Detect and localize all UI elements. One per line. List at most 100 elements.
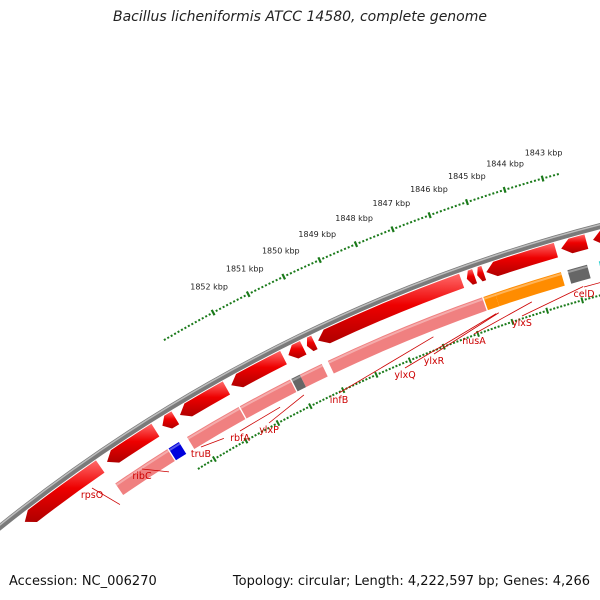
ruler-tick: [358, 381, 362, 384]
ruler-tick: [247, 437, 251, 441]
ruler-tick: [243, 294, 247, 298]
ruler-tick: [292, 413, 296, 416]
ruler-tick: [238, 442, 241, 446]
ruler-tick: [166, 336, 170, 340]
gene-feature-highlight: [567, 265, 588, 274]
ruler-tick: [522, 182, 525, 186]
ruler-tick: [573, 301, 577, 304]
ruler-tick: [493, 326, 497, 330]
cds-arrow: [179, 381, 231, 417]
ruler-tick: [580, 297, 585, 304]
ruler-tick: [281, 273, 286, 280]
ruler-tick: [325, 396, 329, 400]
outer-ruler: [163, 173, 560, 342]
ruler-tick: [305, 406, 309, 410]
ruler-tick: [222, 452, 226, 455]
cds-arrow: [107, 423, 160, 463]
ruler-tick: [329, 253, 332, 257]
ruler-tick: [190, 322, 194, 326]
gene-label: truB: [191, 449, 211, 460]
feature-track: [115, 261, 600, 496]
ruler-tick: [236, 298, 239, 301]
ruler-tick: [343, 247, 347, 251]
gene-feature: [494, 272, 565, 307]
ruler-tick: [209, 459, 213, 463]
ruler-tick: [391, 366, 395, 369]
cds-arrow: [593, 230, 600, 243]
ruler-tick: [432, 212, 435, 216]
ruler-tick: [321, 257, 325, 260]
ruler-tick: [378, 372, 381, 375]
ruler-tick: [518, 183, 522, 187]
gene-feature: [291, 374, 307, 392]
ruler-tick: [361, 379, 365, 383]
ruler-tick: [549, 308, 552, 311]
gene-leader-line: [433, 312, 500, 355]
ruler-tick: [538, 311, 542, 315]
ruler-tick: [173, 332, 177, 336]
ruler-tick: [473, 198, 476, 201]
ruler-tick: [525, 316, 528, 319]
cds-arrow: [477, 265, 487, 282]
ruler-tick: [566, 303, 570, 306]
kbp-label: 1847 kbp: [373, 199, 411, 208]
ruler-tick: [548, 175, 552, 178]
kbp-label: 1852 kbp: [190, 283, 228, 292]
ruler-tick: [488, 193, 491, 196]
ruler-tick: [353, 241, 359, 248]
gene-label: nusA: [462, 336, 486, 347]
ruler-tick: [177, 330, 180, 334]
ruler-tick: [526, 181, 529, 185]
genome-backbone: [0, 223, 600, 531]
gene-label: ribC: [132, 471, 152, 482]
ruler-tick: [257, 432, 261, 435]
ruler-tick: [466, 336, 469, 339]
ruler-tick: [395, 364, 398, 368]
ruler-tick: [405, 360, 408, 364]
gene-feature: [168, 441, 187, 461]
gene-feature: [327, 297, 487, 374]
map-title: Bacillus licheniformis ATCC 14580, compl…: [113, 9, 487, 25]
ruler-tick: [311, 261, 314, 265]
ruler-tick: [206, 461, 210, 465]
ruler-tick: [406, 222, 409, 225]
ruler-tick: [368, 376, 371, 380]
gene-leader-line: [200, 437, 225, 448]
ruler-tick: [413, 219, 417, 223]
ruler-tick: [218, 307, 222, 311]
ruler-tick: [358, 241, 361, 244]
ruler-tick: [211, 455, 217, 463]
ruler-tick: [302, 408, 306, 411]
ruler-tick: [322, 398, 325, 402]
cds-arrow: [318, 273, 465, 344]
ruler-tick: [215, 309, 218, 313]
ruler-tick: [225, 450, 229, 453]
ruler-tick: [588, 297, 591, 300]
ruler-tick: [283, 418, 286, 421]
ruler-tick: [257, 287, 261, 291]
ruler-tick: [355, 382, 358, 386]
gene-feature: [239, 379, 297, 419]
ruler-tick: [245, 291, 251, 298]
ruler-tick: [278, 277, 282, 280]
ruler-tick: [563, 304, 566, 307]
ruler-tick: [427, 212, 432, 219]
ruler-tick: [540, 175, 545, 182]
ruler-tick: [204, 314, 208, 318]
gene-labels: celD ylxS nusA ylxR ylxQ infB ylxP rbfA truB ribC…: [81, 282, 600, 505]
ruler-tick: [591, 296, 595, 299]
ruler-tick: [492, 192, 495, 195]
ruler-tick: [239, 296, 243, 300]
ruler-tick: [398, 363, 402, 366]
gene-feature-highlight: [599, 262, 600, 265]
ruler-tick: [254, 433, 257, 437]
ruler-tick: [372, 235, 376, 238]
ruler-tick: [595, 295, 598, 298]
ruler-tick: [315, 401, 319, 405]
ruler-tick: [275, 278, 278, 282]
ruler-tick: [411, 357, 415, 361]
ruler-tick: [529, 180, 533, 184]
ruler-tick: [285, 273, 289, 277]
ruler-tick: [490, 327, 493, 331]
topology-text: Topology: circular; Length: 4,222,597 bp…: [232, 574, 590, 589]
